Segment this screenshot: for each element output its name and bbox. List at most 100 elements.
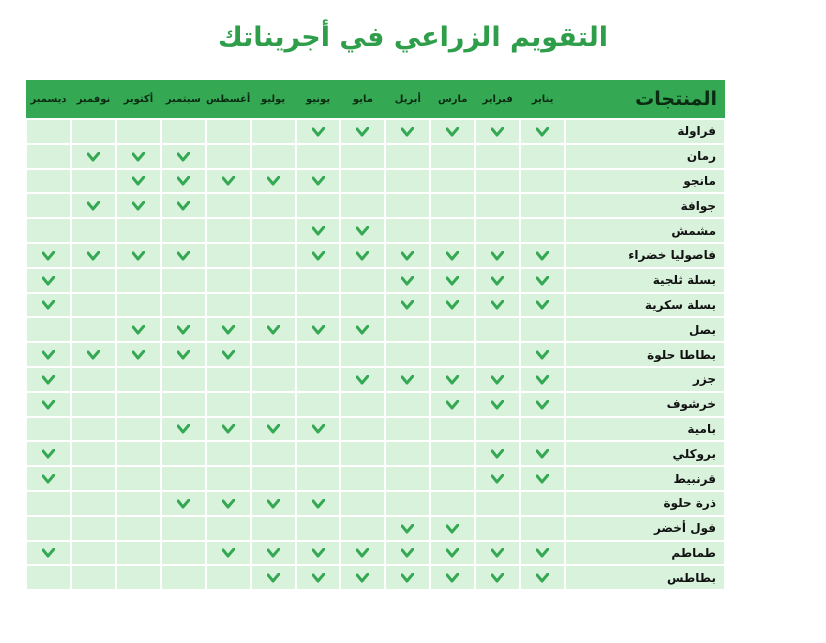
checkmark-icon [491,573,505,583]
month-cell [249,440,297,468]
table-row: بطاطا حلوة [24,341,726,368]
product-name: فراولة [564,118,726,145]
month-cell [70,167,117,195]
month-cell [294,217,342,244]
checkmark-icon [356,226,370,236]
checkmark-icon [42,374,56,385]
table-row: رمان [24,142,726,170]
header-month: أغسطس [205,80,251,119]
month-cell [474,489,522,517]
month-cell [204,142,252,170]
checkmark-icon [401,573,415,583]
month-cell [249,217,297,244]
month-cell [70,489,117,517]
product-name: قرنبيط [564,465,726,492]
month-cell [519,291,566,319]
header-month: فبراير [475,80,521,119]
month-cell [114,241,162,269]
month-cell [24,316,73,344]
checkmark-icon [491,449,505,459]
month-cell [204,217,252,244]
month-cell [24,390,73,418]
checkmark-icon [446,250,460,261]
month-cell [294,316,342,344]
month-cell [339,539,387,567]
header-month: يناير [520,80,565,119]
product-name: جوافة [564,192,726,220]
header-month: مارس [430,80,476,119]
month-cell [159,539,207,567]
checkmark-icon [176,176,190,186]
checkmark-icon [401,523,415,534]
checkmark-icon [491,126,505,137]
checkmark-icon [176,498,190,509]
month-cell [384,241,432,269]
month-cell [429,390,477,418]
month-cell [339,390,387,418]
month-cell [204,514,252,542]
checkmark-icon [536,449,550,459]
month-cell [24,341,73,368]
month-cell [429,440,477,468]
month-cell [24,489,73,517]
month-cell [159,341,207,368]
month-cell [339,341,387,368]
month-cell [70,291,117,319]
crop-calendar-table: المنتجات يناير فبراير مارس أبريل مايو يونيو يو… [24,80,726,592]
month-cell [519,415,566,443]
month-cell [429,341,477,368]
checkmark-icon [221,176,235,186]
month-cell [474,291,522,319]
month-cell [519,266,566,294]
month-cell [114,167,162,195]
month-cell [159,217,207,244]
month-cell [249,539,297,567]
checkmark-icon [446,523,460,534]
month-cell [429,266,477,294]
month-cell [114,217,162,244]
checkmark-icon [491,474,505,484]
product-name: بامية [564,415,726,443]
month-cell [429,465,477,492]
header-month: ديسمبر [26,80,72,119]
month-cell [429,217,477,244]
month-cell [519,390,566,418]
checkmark-icon [221,350,235,360]
month-cell [339,514,387,542]
checkmark-icon [536,548,550,558]
month-cell [204,440,252,468]
month-cell [249,564,297,592]
header-products: المنتجات [565,80,725,119]
month-cell [519,316,566,344]
month-cell [294,266,342,294]
month-cell [474,192,522,220]
month-cell [519,341,566,368]
checkmark-icon [42,548,56,558]
month-cell [159,465,207,492]
month-cell [204,266,252,294]
table-row: خرشوف [24,390,726,418]
month-cell [159,415,207,443]
checkmark-icon [446,374,460,385]
checkmark-icon [401,126,415,137]
month-cell [294,415,342,443]
month-cell [114,564,162,592]
checkmark-icon [536,250,550,261]
month-cell [70,365,117,393]
month-cell [339,142,387,170]
checkmark-icon [176,325,190,335]
month-cell [474,217,522,244]
month-cell [519,440,566,468]
table-row: بامية [24,415,726,443]
month-cell [114,316,162,344]
month-cell [339,167,387,195]
table-row: مشمش [24,217,726,244]
product-name: رمان [564,142,726,170]
checkmark-icon [42,250,56,261]
month-cell [204,291,252,319]
month-cell [474,465,522,492]
product-name: بطاطس [564,564,726,592]
header-month: سبتمبر [160,80,206,119]
month-cell [159,142,207,170]
month-cell [70,266,117,294]
